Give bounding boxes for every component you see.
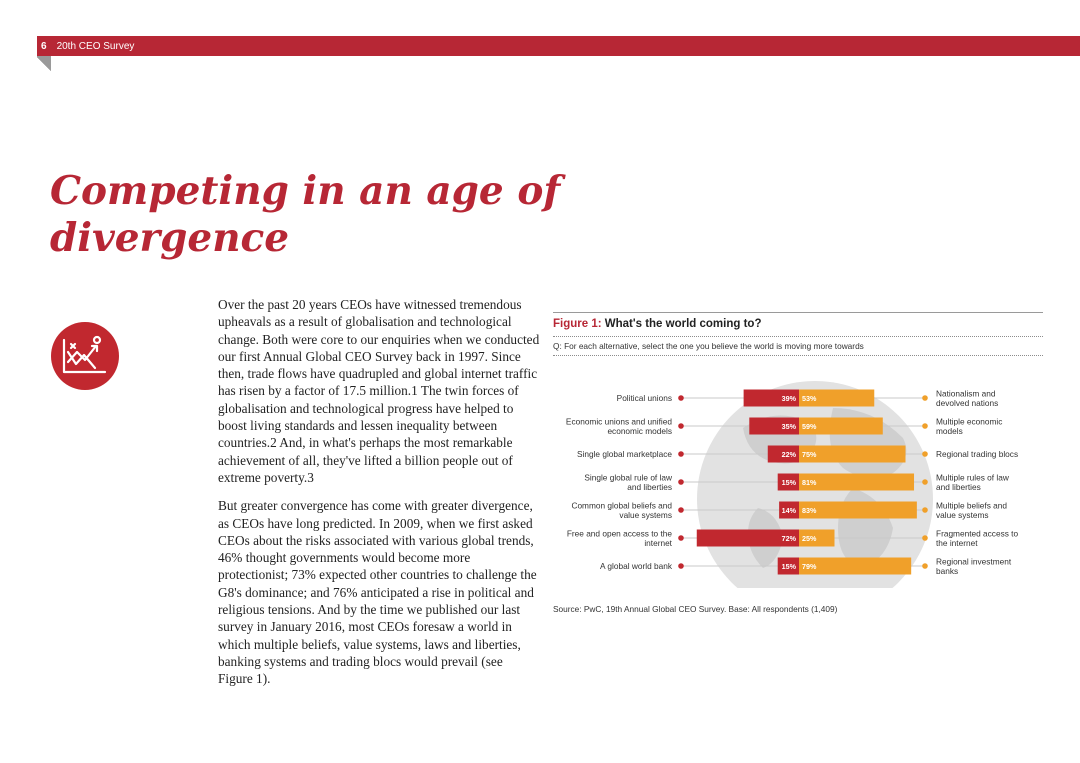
right-marker-dot bbox=[922, 395, 928, 401]
left-marker-dot bbox=[678, 479, 684, 485]
bar-right-value: 59% bbox=[802, 422, 817, 431]
bar-left-value: 15% bbox=[782, 562, 797, 571]
body-text: Over the past 20 years CEOs have witness… bbox=[218, 296, 540, 699]
bar-right bbox=[799, 389, 875, 407]
paragraph-1: Over the past 20 years CEOs have witness… bbox=[218, 297, 540, 485]
right-marker-dot bbox=[922, 423, 928, 429]
right-category-label: Regional investment banks bbox=[936, 556, 1012, 576]
divergence-chart: 39% 53% Political unions Nationalism and dev… bbox=[566, 381, 1018, 588]
right-marker-dot bbox=[922, 535, 928, 541]
paragraph-2: But greater convergence has come with gr… bbox=[218, 498, 537, 687]
bar-right bbox=[799, 417, 883, 435]
right-category-label: Multiple rules of law and liberties bbox=[936, 472, 1010, 492]
bar-right-value: 25% bbox=[802, 534, 817, 543]
bar-left bbox=[779, 501, 799, 519]
bar-right bbox=[799, 445, 906, 463]
page-title: Competing in an age of divergence bbox=[50, 168, 561, 261]
right-category-label: Regional trading blocs bbox=[936, 449, 1018, 459]
page-header: 6 20th CEO Survey bbox=[37, 36, 1080, 56]
bar-left bbox=[743, 389, 799, 407]
left-category-label: Single global rule of law and liberties bbox=[584, 472, 673, 492]
page-number: 6 bbox=[41, 40, 47, 52]
right-category-label: Multiple beliefs and value systems bbox=[936, 500, 1007, 520]
bar-left-value: 39% bbox=[782, 394, 797, 403]
bar-right bbox=[799, 557, 912, 575]
left-category-label: Single global marketplace bbox=[577, 449, 672, 459]
bar-left-value: 15% bbox=[782, 478, 797, 487]
bar-left bbox=[696, 529, 799, 547]
bar-right bbox=[799, 473, 915, 491]
bar-right-value: 81% bbox=[802, 478, 817, 487]
left-category-label: A global world bank bbox=[600, 561, 673, 571]
left-marker-dot bbox=[678, 507, 684, 513]
bar-left bbox=[777, 557, 799, 575]
figure-top-rule bbox=[553, 312, 1043, 313]
bar-right bbox=[799, 501, 917, 519]
bar-right-value: 75% bbox=[802, 450, 817, 459]
header-title: 20th CEO Survey bbox=[56, 40, 135, 52]
figure-label: Figure 1: bbox=[553, 318, 602, 330]
bar-left-value: 22% bbox=[782, 450, 797, 459]
figure-divider bbox=[553, 336, 1043, 337]
bar-right-value: 83% bbox=[802, 506, 817, 515]
bar-left-value: 35% bbox=[782, 422, 797, 431]
left-marker-dot bbox=[678, 395, 684, 401]
trend-chart-icon bbox=[51, 322, 119, 390]
left-marker-dot bbox=[678, 535, 684, 541]
figure-title-text: What's the world coming to? bbox=[604, 318, 762, 330]
bar-left-value: 72% bbox=[782, 534, 797, 543]
bar-left bbox=[749, 417, 799, 435]
page-corner-fold bbox=[37, 56, 51, 72]
bar-right-value: 79% bbox=[802, 562, 817, 571]
left-marker-dot bbox=[678, 563, 684, 569]
left-marker-dot bbox=[678, 423, 684, 429]
figure-title: Figure 1: What's the world coming to? bbox=[553, 318, 761, 330]
left-category-label: Political unions bbox=[617, 393, 672, 403]
right-category-label: Fragmented access to the internet bbox=[936, 528, 1018, 548]
left-category-label: Economic unions and unified economic mode… bbox=[566, 416, 672, 436]
left-marker-dot bbox=[678, 451, 684, 457]
figure-question: Q: For each alternative, select the one … bbox=[553, 341, 864, 351]
right-marker-dot bbox=[922, 563, 928, 569]
right-category-label: Nationalism and devolved nations bbox=[936, 388, 998, 408]
right-marker-dot bbox=[922, 479, 928, 485]
bar-left-value: 14% bbox=[782, 506, 797, 515]
right-category-label: Multiple economic models bbox=[936, 416, 1002, 436]
right-marker-dot bbox=[922, 451, 928, 457]
bar-left bbox=[767, 445, 799, 463]
left-category-label: Free and open access to the internet bbox=[567, 528, 673, 548]
bar-right-value: 53% bbox=[802, 394, 817, 403]
left-category-label: Common global beliefs and value systems bbox=[571, 500, 672, 520]
figure-source: Source: PwC, 19th Annual Global CEO Surv… bbox=[553, 604, 838, 614]
right-marker-dot bbox=[922, 507, 928, 513]
bar-left bbox=[777, 473, 799, 491]
figure-divider bbox=[553, 355, 1043, 356]
bar-right bbox=[799, 529, 835, 547]
